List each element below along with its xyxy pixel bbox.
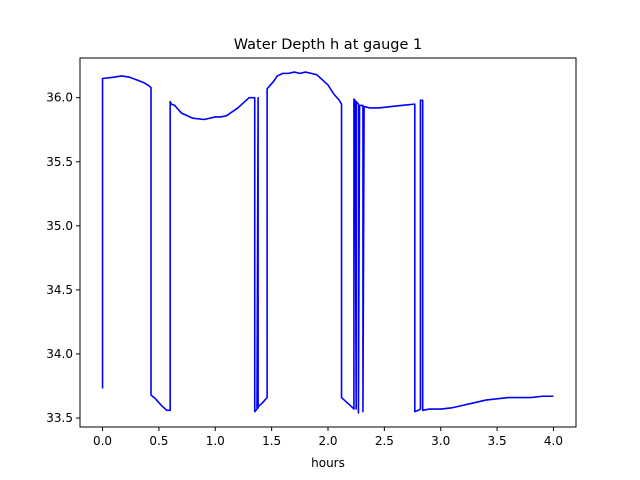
- series-line-1: [101, 71, 554, 414]
- x-tick-label: 0.0: [93, 434, 112, 448]
- axes: 0.0 0.5 1.0 1.5 2.0 2.5 3.0 3.5 4.0 33.5 34.0 34.5 3…: [46, 57, 577, 448]
- x-tick-label: 1.5: [262, 434, 281, 448]
- x-tick-label: 0.5: [149, 434, 168, 448]
- y-tick-label: 34.5: [46, 283, 73, 297]
- y-tick-label: 36.0: [46, 91, 73, 105]
- y-tick-label: 35.5: [46, 155, 73, 169]
- y-tick-label: 33.5: [46, 411, 73, 425]
- x-tick-label: 1.0: [206, 434, 225, 448]
- plot-area: [101, 71, 554, 414]
- x-tick-label: 2.5: [375, 434, 394, 448]
- x-tick-label: 4.0: [544, 434, 563, 448]
- x-tick-label: 2.0: [318, 434, 337, 448]
- y-tick-label: 34.0: [46, 347, 73, 361]
- x-axis-label: hours: [311, 456, 345, 470]
- x-tick-label: 3.0: [431, 434, 450, 448]
- x-tick-label: 3.5: [488, 434, 507, 448]
- y-tick-label: 35.0: [46, 219, 73, 233]
- chart-title: Water Depth h at gauge 1: [234, 37, 422, 53]
